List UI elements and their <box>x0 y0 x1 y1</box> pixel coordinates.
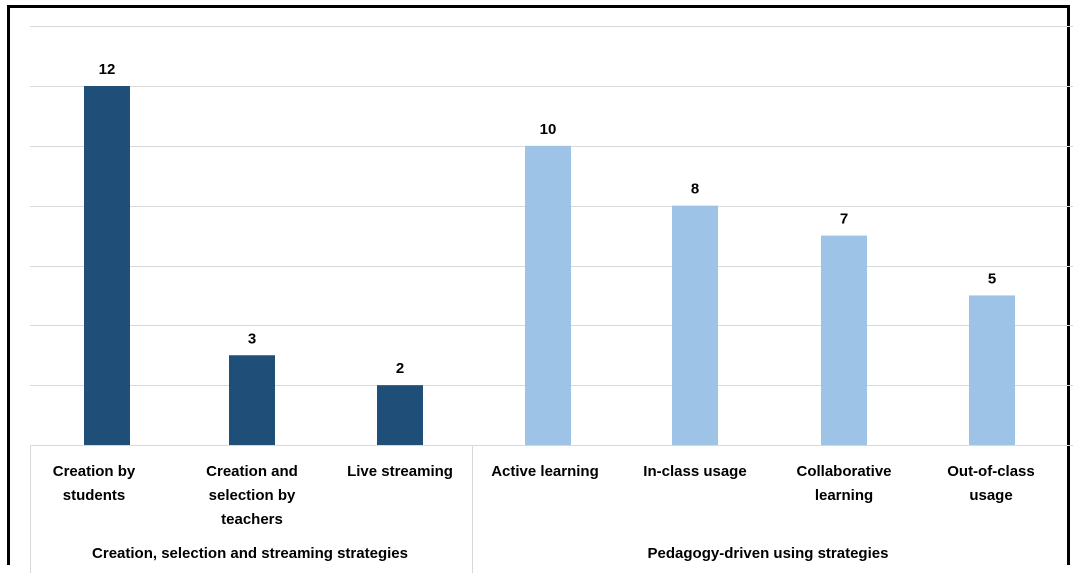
bar <box>377 385 423 445</box>
bars <box>84 86 1015 446</box>
data-labels: 12 3 2 10 8 7 5 <box>99 61 997 377</box>
data-label: 7 <box>840 211 848 228</box>
bar <box>672 205 718 445</box>
category-label: Out-of-class usage <box>947 463 1035 504</box>
chart-frame: 12 3 2 10 8 7 5 Creation by students Creation … <box>7 5 1073 573</box>
group-label: Pedagogy-driven using strategies <box>647 545 889 562</box>
bar <box>969 295 1015 445</box>
category-label: Creation and selection by teachers <box>206 463 298 528</box>
data-label: 5 <box>988 270 996 287</box>
data-label: 8 <box>691 181 699 198</box>
category-label: Active learning <box>491 463 599 480</box>
data-label: 10 <box>540 121 557 138</box>
bar <box>821 235 867 445</box>
bar-chart: 12 3 2 10 8 7 5 <box>30 26 1073 573</box>
category-label: Live streaming <box>347 463 453 480</box>
category-axis <box>30 445 1073 573</box>
bar <box>84 86 130 445</box>
data-label: 2 <box>396 360 404 377</box>
category-label: Collaborative learning <box>796 463 892 504</box>
data-label: 3 <box>248 330 256 347</box>
group-label: Creation, selection and streaming strate… <box>92 545 408 562</box>
bar <box>525 145 571 446</box>
data-label: 12 <box>99 61 116 78</box>
category-label: In-class usage <box>643 463 747 480</box>
bar <box>229 355 275 445</box>
category-label: Creation by students <box>52 463 136 504</box>
